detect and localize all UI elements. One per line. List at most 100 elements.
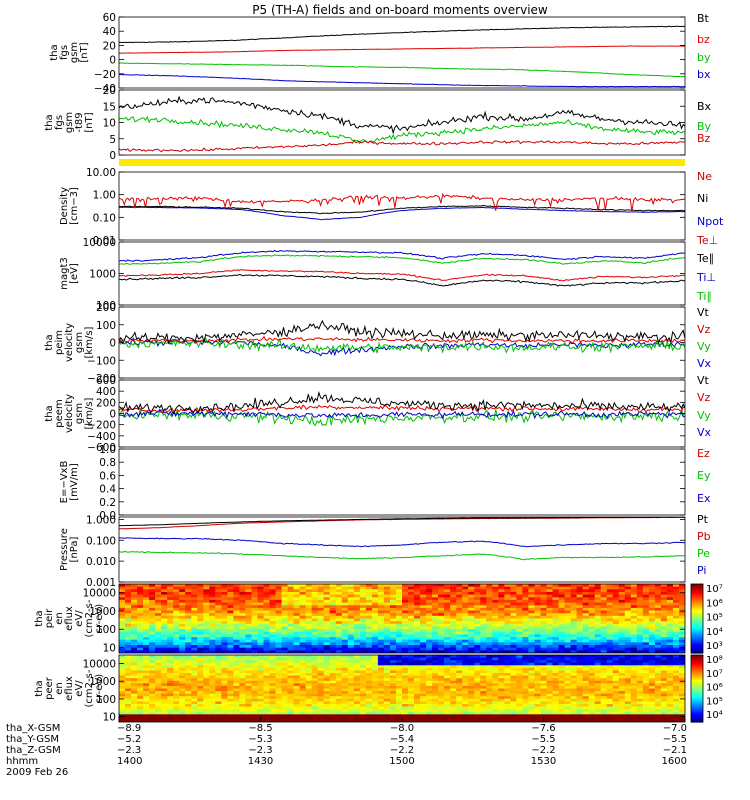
spectrogram-cell (299, 607, 307, 612)
spectrogram-cell (251, 675, 259, 679)
spectrogram-cell (131, 637, 138, 641)
spectrogram-cell (317, 605, 325, 609)
spectrogram-cell (353, 589, 361, 593)
spectrogram-cell (618, 693, 626, 697)
spectrogram-cell (414, 618, 421, 622)
spectrogram-cell (516, 592, 523, 596)
spectrogram-cell (371, 607, 379, 612)
y-tick-label: 20 (103, 40, 116, 52)
spectrogram-cell (666, 613, 674, 617)
spectrogram-cell (197, 662, 204, 666)
spectrogram-cell (233, 645, 240, 649)
spectrogram-cell (498, 709, 505, 713)
spectrogram-cell (540, 605, 548, 609)
spectrogram-cell (522, 670, 529, 674)
spectrogram-cell (287, 605, 295, 609)
spectrogram-cell (540, 662, 548, 666)
spectrogram-cell (131, 615, 138, 620)
spectrogram-cell (215, 645, 222, 649)
spectrogram-cell (281, 655, 289, 659)
spectrogram-cell (516, 706, 523, 710)
spectrogram-cell (179, 613, 186, 617)
spectrogram-cell (185, 634, 192, 638)
spectrogram-cell (648, 586, 656, 590)
spectrogram-cell (408, 647, 415, 651)
spectrogram-cell (504, 637, 511, 641)
spectrogram-cell (630, 615, 638, 620)
spectrogram-cell (402, 685, 409, 690)
spectrogram-cell (329, 680, 337, 684)
spectrogram-cell (600, 716, 608, 720)
spectrogram-cell (612, 584, 620, 588)
spectrogram-cell (143, 605, 150, 609)
spectrogram-cell (673, 610, 680, 614)
spectrogram-cell (456, 642, 463, 646)
spectrogram-cell (143, 613, 150, 617)
spectrogram-cell (498, 662, 505, 666)
spectrogram-cell (396, 650, 403, 653)
spectrogram-cell (119, 602, 126, 606)
spectrogram-cell (257, 657, 265, 661)
spectrogram-cell (323, 618, 331, 622)
spectrogram-cell (287, 586, 295, 590)
spectrogram-cell (149, 706, 156, 710)
spectrogram-cell (173, 706, 180, 710)
spectrogram-cell (456, 621, 463, 625)
spectrogram-cell (618, 716, 626, 720)
spectrogram-cell (191, 597, 198, 601)
spectrogram-cell (486, 637, 493, 641)
spectrogram-cell (293, 634, 301, 638)
spectrogram-cell (612, 662, 620, 666)
spectrogram-cell (341, 698, 349, 702)
spectrogram-cell (383, 650, 391, 653)
spectrogram-cell (149, 618, 156, 622)
spectrogram-cell (227, 709, 234, 713)
spectrogram-cell (287, 602, 295, 606)
spectrogram-cell (582, 693, 590, 697)
spectrogram-cell (299, 586, 307, 590)
spectrogram-cell (552, 621, 560, 625)
spectrogram-cell (462, 685, 469, 690)
spectrogram-cell (450, 680, 457, 684)
spectrogram-cell (365, 597, 373, 601)
spectrogram-cell (275, 586, 283, 590)
spectrogram-cell (167, 594, 174, 598)
spectrogram-cell (600, 586, 608, 590)
spectrogram-cell (504, 605, 511, 609)
spectrogram-cell (347, 607, 355, 612)
spectrogram-cell (329, 650, 337, 653)
spectrogram-cell (347, 594, 355, 598)
spectrogram-cell (600, 680, 608, 684)
spectrogram-cell (600, 719, 608, 722)
spectrogram-cell (396, 675, 403, 679)
spectrogram-cell (450, 592, 457, 596)
spectrogram-cell (390, 698, 397, 702)
spectrogram-cell (137, 647, 144, 651)
spectrogram-cell (257, 607, 265, 612)
spectrogram-cell (570, 706, 578, 710)
spectrogram-cell (323, 704, 331, 708)
spectrogram-cell (516, 602, 523, 606)
spectrogram-cell (269, 626, 277, 630)
spectrogram-cell (564, 637, 572, 641)
spectrogram-cell (504, 706, 511, 710)
spectrogram-cell (666, 647, 674, 651)
spectrogram-cell (576, 629, 584, 633)
spectrogram-cell (245, 693, 252, 697)
spectrogram-cell (173, 660, 180, 664)
spectrogram-cell (570, 683, 578, 687)
spectrogram-cell (552, 683, 560, 687)
spectrogram-cell (576, 589, 584, 593)
spectrogram-cell (305, 714, 313, 718)
spectrogram-cell (462, 660, 469, 664)
spectrogram-cell (317, 639, 325, 643)
spectrogram-cell (359, 716, 367, 720)
spectrogram-cell (371, 626, 379, 630)
spectrogram-cell (480, 594, 487, 598)
spectrogram-cell (570, 704, 578, 708)
spectrogram-cell (552, 678, 560, 682)
spectrogram-cell (239, 714, 246, 718)
spectrogram-cell (221, 683, 228, 687)
spectrogram-cell (468, 660, 475, 664)
spectrogram-cell (341, 660, 349, 664)
